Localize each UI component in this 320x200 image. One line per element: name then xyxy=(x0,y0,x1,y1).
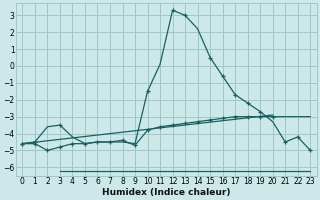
X-axis label: Humidex (Indice chaleur): Humidex (Indice chaleur) xyxy=(102,188,231,197)
